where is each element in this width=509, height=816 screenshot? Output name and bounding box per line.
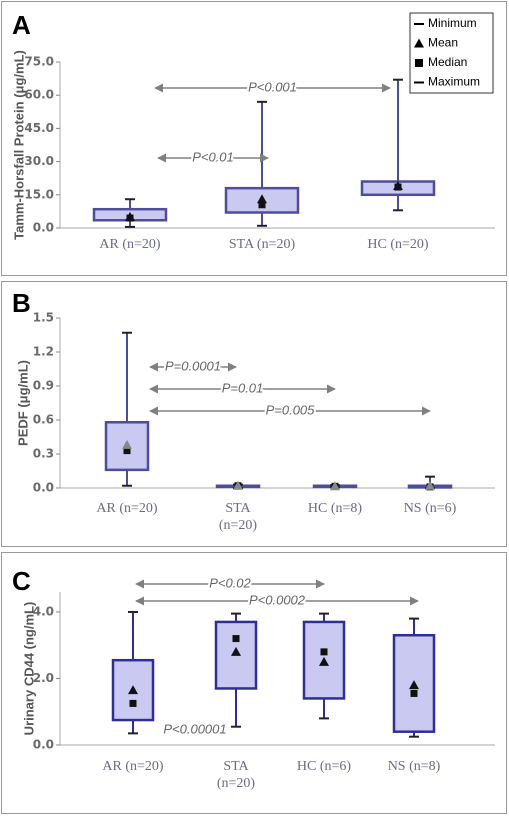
panel-label: A [12,10,31,40]
legend-label: Minimum [428,16,477,30]
mean-marker [425,480,435,490]
y-tick-label: 1.2 [33,345,54,359]
median-marker [410,689,418,697]
mean-marker [125,211,135,221]
x-tick-label: STA [223,759,249,774]
y-axis-label: PEDF (μg/mL) [15,360,30,446]
x-tick-label: AR (n=20) [99,237,161,252]
x-tick-label: STA [225,501,251,516]
mean-marker [393,180,403,190]
x-tick-label: AR (n=20) [102,759,164,774]
mean-marker [128,685,138,695]
y-tick-label: 0.6 [33,413,54,427]
mean-marker [231,646,241,656]
p-value: P=0.01 [222,380,264,395]
panel-label: B [12,288,31,318]
y-tick-label: 45.0 [24,121,54,135]
y-axis-label: Urinary CD44 (ng/mL) [21,602,36,736]
y-tick-label: 15.0 [24,187,54,201]
p-value: P<0.0002 [249,592,306,607]
mean-marker [330,481,340,491]
median-marker [320,648,328,656]
y-tick-label: 1.5 [33,311,54,325]
x-tick-label: (n=20) [217,776,256,791]
y-axis-label: Tamm-Horsfall Protein (μg/mL) [11,50,26,240]
legend-symbol [414,38,424,48]
mean-marker [233,480,243,490]
x-tick-label: NS (n=6) [404,501,457,516]
legend-label: Mean [428,36,458,50]
x-tick-label: HC (n=8) [308,501,363,516]
panel-label: C [12,566,31,596]
x-tick-label: HC (n=20) [367,237,429,252]
mean-marker [122,439,132,449]
y-tick-label: 0.9 [33,379,54,393]
x-tick-label: (n=20) [219,518,258,533]
panel-border [1,281,507,547]
legend-symbol [415,59,423,67]
median-marker [129,699,137,707]
x-tick-label: AR (n=20) [96,501,158,516]
box [111,658,155,722]
mean-marker [409,680,419,690]
mean-marker [319,656,329,666]
median-marker [258,201,266,209]
y-tick-label: 0.0 [33,481,54,495]
p-value: P<0.02 [209,575,251,590]
y-tick-label: 0.0 [33,738,54,752]
y-tick-label: 0.0 [33,221,54,235]
median-marker [123,447,131,455]
p-value: P<0.001 [248,79,297,94]
y-tick-label: 60.0 [24,88,54,102]
legend-label: Maximum [428,75,480,89]
mean-marker [257,194,267,204]
median-marker [232,635,240,643]
x-tick-label: NS (n=8) [388,759,441,774]
p-value: P=0.005 [266,402,316,417]
p-value: P<0.00001 [163,721,226,736]
y-tick-label: 0.3 [33,447,54,461]
panel-border [1,1,507,276]
legend-label: Median [428,55,467,69]
x-tick-label: HC (n=6) [297,759,352,774]
y-tick-label: 2.0 [33,671,54,685]
y-tick-label: 4.0 [33,604,54,618]
y-tick-label: 30.0 [24,154,54,168]
legend-box [409,12,494,94]
y-tick-label: 75.0 [24,55,54,69]
x-tick-label: STA (n=20) [229,237,296,252]
p-value: P=0.0001 [165,358,221,373]
p-value: P<0.01 [192,149,234,164]
panel-border [1,552,507,814]
